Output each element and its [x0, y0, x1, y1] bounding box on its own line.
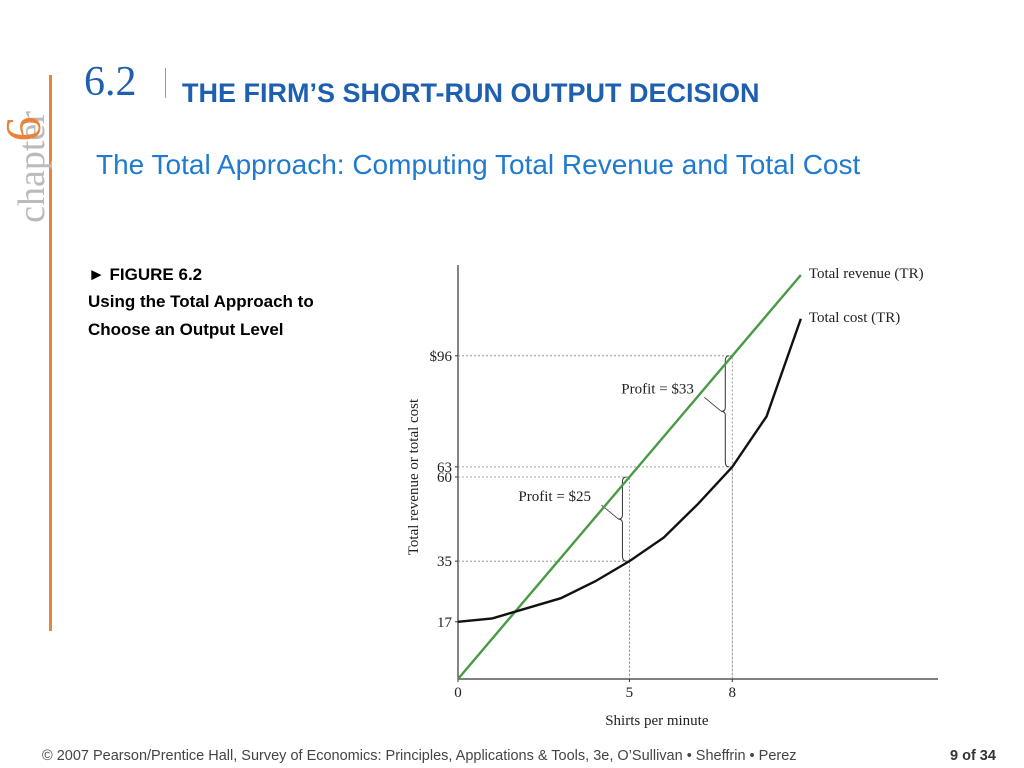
guide-line: [458, 560, 630, 679]
y-tick-label: 63: [437, 460, 452, 476]
slide-title: THE FIRM’S SHORT-RUN OUTPUT DECISION: [182, 78, 760, 108]
sidebar-rule: [49, 75, 52, 631]
annotation: Profit = $25: [518, 489, 591, 505]
figure-label: ► FIGURE 6.2: [88, 265, 203, 284]
subtitle: The Total Approach: Computing Total Reve…: [96, 149, 861, 180]
series-line: [457, 274, 802, 680]
brace: [618, 476, 627, 562]
guide-line: [458, 466, 733, 679]
series-line: [457, 318, 802, 623]
y-tick-label: 35: [437, 554, 452, 570]
figure-caption: Choose an Output Level: [88, 320, 284, 339]
page-number: 9 of 34: [950, 748, 996, 764]
footer: © 2007 Pearson/Prentice Hall, Survey of …: [42, 748, 797, 764]
divider: [165, 68, 166, 98]
x-tick-label: 0: [454, 685, 462, 701]
x-axis-label: Shirts per minute: [605, 713, 709, 729]
figure-caption: Using the Total Approach to: [88, 292, 314, 311]
legend-label: Total cost (TR): [809, 310, 900, 326]
y-tick-label: $96: [430, 349, 453, 365]
legend-label: Total revenue (TR): [809, 266, 924, 282]
y-tick-label: 17: [437, 615, 453, 631]
annotation: Profit = $33: [621, 381, 694, 397]
y-axis-label: Total revenue or total cost: [406, 398, 422, 555]
section-number: 6.2: [84, 59, 137, 105]
guide-line: [458, 476, 630, 679]
annotation-pointer: [704, 397, 722, 412]
x-tick-label: 8: [729, 685, 737, 701]
brace: [721, 355, 730, 468]
x-tick-label: 5: [626, 685, 634, 701]
guide-line: [458, 355, 733, 679]
y-tick-label: 60: [437, 470, 452, 486]
